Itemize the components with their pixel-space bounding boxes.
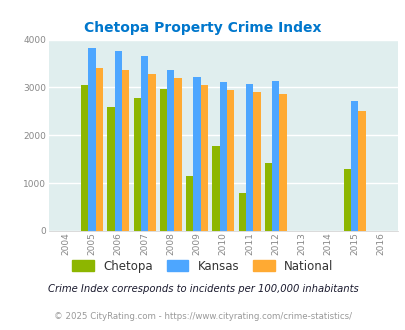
Bar (193, 78, 200, 231)
Legend: Chetopa, Kansas, National: Chetopa, Kansas, National (68, 255, 337, 278)
Bar (81, 85, 88, 231)
Bar (167, 70, 174, 231)
Text: Chetopa Property Crime Index: Chetopa Property Crime Index (84, 21, 321, 35)
Bar (185, 176, 193, 231)
Bar (271, 81, 279, 231)
Bar (107, 107, 114, 231)
Bar (238, 193, 245, 231)
Bar (226, 90, 234, 231)
Bar (96, 68, 103, 231)
Bar (245, 83, 253, 231)
Bar (122, 70, 129, 231)
Bar (200, 85, 207, 231)
Bar (264, 163, 271, 231)
Bar (219, 82, 226, 231)
Bar (133, 98, 141, 231)
Bar (253, 92, 260, 231)
Bar (174, 78, 181, 231)
Bar (343, 169, 350, 231)
Bar (357, 111, 364, 231)
Bar (350, 101, 357, 231)
Bar (88, 48, 96, 231)
Bar (148, 74, 155, 231)
Bar (279, 94, 286, 231)
Bar (160, 89, 167, 231)
Bar (212, 146, 219, 231)
Text: © 2025 CityRating.com - https://www.cityrating.com/crime-statistics/: © 2025 CityRating.com - https://www.city… (54, 313, 351, 321)
Text: Crime Index corresponds to incidents per 100,000 inhabitants: Crime Index corresponds to incidents per… (47, 284, 358, 294)
Bar (141, 56, 148, 231)
Bar (114, 51, 122, 231)
